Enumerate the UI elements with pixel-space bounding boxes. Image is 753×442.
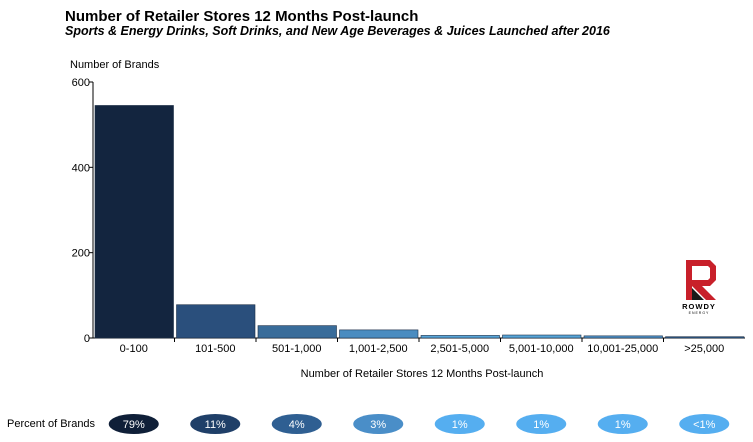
percent-pill — [271, 414, 322, 434]
y-tick-label: 200 — [72, 248, 90, 260]
x-tick-label: 10,001-25,000 — [587, 343, 658, 355]
x-tick-label: 501-1,000 — [272, 343, 322, 355]
percent-of-brands-label: Percent of Brands — [7, 418, 96, 430]
percent-pills: 79% 11% 4% 3% 1% 1% 1% <1% — [108, 414, 730, 434]
percent-pill — [108, 414, 159, 434]
y-tick-label: 400 — [72, 162, 90, 174]
bar — [257, 325, 337, 339]
x-tick-labels: 0-100 101-500 501-1,000 1,001-2,500 2,501-5,… — [120, 338, 724, 355]
percent-pill-label: 1% — [615, 419, 631, 431]
y-axis-label: Number of Brands — [70, 59, 160, 71]
percent-pill-label: 4% — [289, 419, 305, 431]
bar — [502, 334, 582, 339]
chart-axes — [92, 82, 745, 339]
logo-subtext: ENERGY — [688, 311, 710, 315]
bar — [176, 304, 256, 339]
y-tick-label: 0 — [84, 333, 90, 345]
percent-pill — [190, 414, 241, 434]
x-tick-label: 101-500 — [195, 343, 235, 355]
y-tick-labels: 0 200 400 600 — [72, 77, 93, 345]
bar — [339, 329, 419, 339]
chart-title: Number of Retailer Stores 12 Months Post… — [65, 8, 419, 25]
percent-pill — [434, 414, 485, 434]
percent-pill — [679, 414, 730, 434]
percent-pill-label: 3% — [370, 419, 386, 431]
chart-bars — [94, 105, 745, 339]
x-tick-label: 5,001-10,000 — [509, 343, 574, 355]
x-tick-label: 1,001-2,500 — [349, 343, 408, 355]
percent-pill-label: 79% — [123, 419, 145, 431]
x-tick-label: 2,501-5,000 — [430, 343, 489, 355]
rowdy-logo-icon — [686, 260, 716, 300]
chart-subtitle: Sports & Energy Drinks, Soft Drinks, and… — [65, 24, 610, 38]
percent-pill — [353, 414, 404, 434]
percent-pill-label: 1% — [452, 419, 468, 431]
x-axis-label: Number of Retailer Stores 12 Months Post… — [301, 368, 544, 380]
percent-pill-label: 11% — [205, 419, 226, 431]
bar — [583, 335, 663, 339]
logo-wordmark: ROWDY — [682, 302, 716, 311]
bar — [94, 105, 174, 339]
bar — [420, 335, 500, 339]
bar — [665, 336, 745, 339]
x-tick-label: 0-100 — [120, 343, 148, 355]
percent-pill — [516, 414, 567, 434]
percent-pill-label: 1% — [533, 419, 549, 431]
y-tick-label: 600 — [72, 77, 90, 89]
percent-pill — [597, 414, 648, 434]
x-tick-label: >25,000 — [684, 343, 724, 355]
percent-pill-label: <1% — [693, 419, 716, 431]
